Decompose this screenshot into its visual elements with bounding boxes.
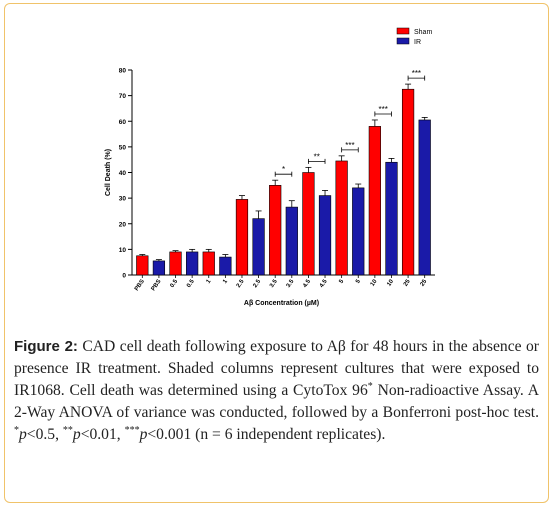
caption-label: Figure 2:	[14, 338, 78, 355]
x-tick-label: 5	[338, 278, 345, 285]
bar-sham-3.5	[269, 185, 282, 276]
x-tick-label: PBS	[134, 279, 146, 293]
bar-ir-2.5	[252, 218, 265, 276]
bar-ir-PBS	[152, 260, 166, 276]
bar-ir-1	[219, 256, 232, 276]
sig-label: **	[314, 152, 320, 161]
caption-p-c: p	[139, 426, 148, 443]
chart-legend: Sham IR	[396, 27, 432, 46]
bar-ir-25	[418, 119, 431, 276]
x-tick-label: 1	[222, 278, 229, 285]
bar-sham-25	[401, 88, 415, 276]
y-axis-title: Cell Death (%)	[105, 149, 112, 196]
legend-label-ir: IR	[414, 39, 421, 46]
x-tick-label: 10	[370, 278, 379, 287]
bar-sham-10	[368, 126, 381, 276]
chart-bars	[136, 83, 431, 276]
bar-ir-3.5	[285, 206, 298, 276]
caption-sup-1: *	[367, 380, 373, 392]
x-tick-label: 5	[355, 278, 362, 285]
x-tick-label: 2.5	[253, 278, 263, 289]
y-tick-label: 30	[119, 196, 127, 203]
x-tick-label: 4.5	[302, 278, 312, 289]
caption-text-1: CAD cell death following exposure to Aβ …	[14, 338, 540, 399]
x-tick-label: 2.5	[236, 278, 246, 289]
figure-caption: Figure 2: CAD cell death following expos…	[14, 336, 539, 446]
caption-p-a: p	[19, 426, 27, 443]
x-tick-label: PBS	[151, 279, 163, 293]
y-tick-label: 20	[119, 221, 127, 228]
y-tick-label: 10	[119, 247, 127, 254]
y-tick-label: 60	[119, 119, 127, 126]
x-tick-label: 3.5	[269, 278, 279, 289]
bar-ir-10	[385, 161, 398, 276]
caption-text-c: <0.001 (n = 6 independent replicates).	[147, 426, 386, 443]
caption-sup-a: *	[14, 424, 19, 436]
y-tick-label: 80	[119, 68, 127, 75]
chart-axes: 0 10 20 30 40 50 60 70 80 Cell Death (%) Aβ Concen…	[105, 68, 435, 307]
y-tick-label: 50	[119, 144, 127, 151]
y-tick-label: 0	[122, 273, 126, 280]
legend-swatch-ir	[396, 37, 410, 45]
sig-label: ***	[345, 141, 354, 150]
bar-chart: 0 10 20 30 40 50 60 70 80 Cell Death (%) Aβ Concen…	[105, 27, 435, 307]
bar-sham-2.5	[235, 199, 249, 276]
sig-label: ***	[378, 105, 387, 114]
caption-p-b: p	[72, 426, 81, 443]
x-tick-label: 10	[386, 278, 395, 287]
x-axis-title: Aβ Concentration (µM)	[244, 300, 319, 307]
caption-sup-c: ***	[124, 424, 140, 436]
x-tick-label: 25	[420, 278, 429, 287]
bar-sham-PBS	[136, 255, 149, 276]
caption-sup-b: **	[62, 424, 73, 436]
bar-sham-1	[202, 251, 215, 276]
bar-sham-4.5	[302, 172, 315, 276]
y-tick-label: 70	[119, 93, 127, 100]
x-tick-label: 4.5	[319, 278, 329, 289]
x-tick-label: 3.5	[286, 278, 296, 289]
significance-annotations: ************	[274, 69, 426, 177]
bar-ir-5	[352, 187, 365, 276]
sig-label: ***	[412, 69, 421, 78]
x-tick-label: 1	[206, 278, 213, 285]
sig-label: *	[282, 165, 285, 174]
x-tick-label: 0.5	[169, 278, 179, 289]
caption-text-b: <0.01,	[80, 426, 125, 443]
x-tick-label: 0.5	[186, 278, 196, 289]
x-tick-label: 25	[403, 278, 412, 287]
bar-ir-0.5	[186, 251, 199, 276]
bar-sham-0.5	[169, 251, 182, 276]
y-tick-label: 40	[119, 170, 127, 177]
bar-sham-5	[335, 160, 348, 276]
bar-ir-4.5	[318, 195, 332, 276]
legend-swatch-sham	[396, 27, 410, 35]
caption-text-2: Non-radioactive Assay. A 2-Way ANOVA of …	[14, 382, 539, 421]
legend-label-sham: Sham	[414, 29, 432, 36]
caption-text-a: <0.5,	[26, 426, 63, 443]
